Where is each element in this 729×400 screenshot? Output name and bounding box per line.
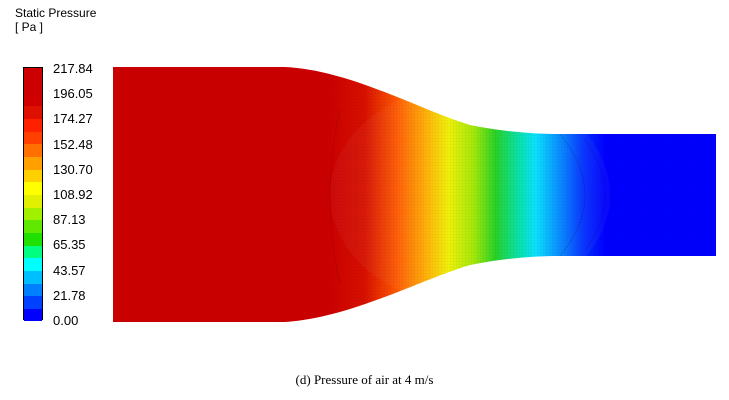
- colorbar-band: [24, 156, 42, 170]
- colorbar-band: [24, 143, 42, 158]
- colorbar-band: [24, 105, 42, 120]
- colorbar-band: [24, 181, 42, 195]
- legend-title-quantity: Static Pressure: [15, 6, 97, 20]
- colorbar-band: [24, 257, 42, 271]
- legend-title-unit: [ Pa ]: [15, 20, 44, 34]
- colorbar-band: [24, 68, 42, 82]
- colorbar-band: [24, 283, 42, 297]
- colorbar-band: [24, 194, 42, 208]
- colorbar-tick-label: 174.27: [53, 111, 93, 127]
- colorbar-band: [24, 270, 42, 284]
- colorbar-band: [24, 93, 42, 107]
- mesh-overlay: [113, 67, 716, 322]
- colorbar-band: [24, 80, 42, 94]
- colorbar: [23, 67, 43, 322]
- colorbar-tick-label: 152.48: [53, 136, 93, 152]
- colorbar-band: [24, 131, 42, 145]
- legend-title: Static Pressure [ Pa ]: [15, 6, 96, 34]
- colorbar-band: [24, 232, 42, 246]
- colorbar-tick-label: 0.00: [53, 313, 79, 328]
- colorbar-band: [24, 169, 42, 183]
- colorbar-tick-label: 21.78: [53, 287, 86, 303]
- pressure-contour-field: [113, 67, 716, 322]
- colorbar-tick-label: 87.13: [53, 212, 86, 228]
- colorbar-band: [24, 308, 42, 322]
- colorbar-band: [24, 295, 42, 309]
- colorbar-tick-label: 217.84: [53, 61, 93, 76]
- colorbar-tick-label: 108.92: [53, 187, 93, 202]
- colorbar-band: [24, 219, 42, 233]
- colorbar-tick-label: 65.35: [53, 237, 86, 253]
- colorbar-band: [24, 118, 42, 132]
- colorbar-band: [24, 207, 42, 221]
- colorbar-tick-label: 43.57: [53, 262, 86, 278]
- colorbar-tick-label: 196.05: [53, 86, 93, 102]
- colorbar-tick-label: 130.70: [53, 161, 93, 177]
- figure-caption: (d) Pressure of air at 4 m/s: [295, 372, 434, 387]
- colorbar-band: [24, 245, 42, 259]
